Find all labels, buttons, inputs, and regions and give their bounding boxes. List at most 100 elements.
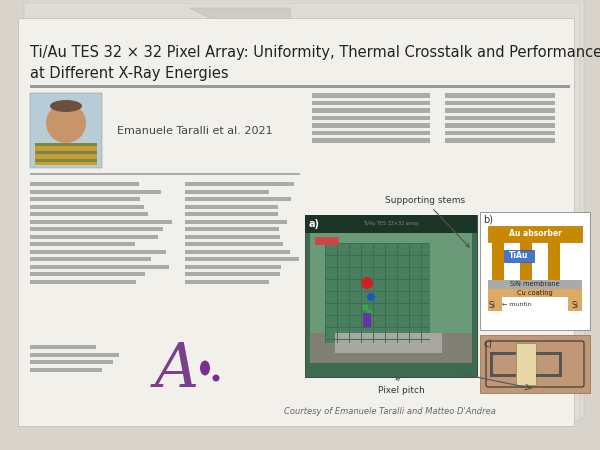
- Bar: [367, 310, 372, 315]
- Bar: [30, 220, 172, 224]
- Bar: [363, 305, 368, 310]
- Bar: [490, 352, 516, 355]
- Bar: [30, 93, 102, 168]
- Bar: [335, 333, 442, 353]
- Bar: [488, 289, 582, 297]
- Bar: [185, 272, 280, 276]
- Bar: [30, 352, 119, 356]
- Bar: [568, 297, 582, 311]
- Bar: [492, 242, 504, 280]
- Bar: [30, 173, 300, 175]
- Text: Emanuele Taralli et al. 2021: Emanuele Taralli et al. 2021: [117, 126, 272, 135]
- Bar: [30, 204, 144, 208]
- Bar: [315, 237, 339, 245]
- Circle shape: [46, 103, 86, 143]
- Text: Ti/Au TES 32 × 32 Pixel Array: Uniformity, Thermal Crosstalk and Performance
at : Ti/Au TES 32 × 32 Pixel Array: Uniformit…: [30, 45, 600, 81]
- Text: ← muntin: ← muntin: [502, 302, 532, 307]
- Text: Pixel pitch: Pixel pitch: [377, 376, 424, 395]
- Bar: [312, 100, 430, 105]
- Bar: [312, 138, 430, 143]
- Bar: [185, 242, 283, 246]
- Bar: [325, 243, 430, 343]
- Bar: [445, 116, 555, 120]
- Bar: [30, 257, 151, 261]
- Text: SiN membrane: SiN membrane: [510, 282, 560, 288]
- Bar: [35, 147, 97, 150]
- Bar: [490, 352, 493, 377]
- Bar: [30, 227, 163, 231]
- Bar: [185, 212, 278, 216]
- Polygon shape: [190, 8, 290, 55]
- Bar: [325, 327, 430, 328]
- Bar: [185, 249, 290, 253]
- Bar: [30, 197, 140, 201]
- Bar: [185, 189, 269, 194]
- Bar: [536, 352, 562, 355]
- Bar: [30, 265, 169, 269]
- Bar: [185, 182, 295, 186]
- Bar: [312, 130, 430, 135]
- Text: Ti/Au TES 32×32 array: Ti/Au TES 32×32 array: [363, 221, 419, 226]
- Bar: [30, 234, 158, 239]
- Bar: [488, 226, 582, 242]
- Bar: [185, 197, 291, 201]
- Bar: [305, 215, 477, 377]
- Bar: [185, 257, 299, 261]
- Bar: [185, 265, 281, 269]
- Bar: [30, 345, 96, 349]
- Bar: [490, 374, 516, 377]
- Bar: [185, 227, 279, 231]
- Bar: [312, 116, 430, 120]
- Bar: [312, 123, 430, 127]
- Text: A: A: [155, 340, 199, 400]
- Bar: [35, 155, 97, 158]
- Bar: [445, 130, 555, 135]
- Bar: [35, 159, 97, 162]
- Bar: [445, 108, 555, 112]
- Text: TiAu: TiAu: [509, 252, 529, 261]
- Text: a): a): [309, 219, 320, 229]
- Bar: [480, 212, 590, 330]
- Bar: [30, 249, 166, 253]
- Bar: [30, 360, 113, 364]
- Bar: [536, 374, 562, 377]
- Bar: [185, 220, 287, 224]
- Bar: [488, 280, 582, 289]
- Bar: [445, 93, 555, 98]
- Bar: [30, 85, 570, 87]
- Text: Si: Si: [488, 301, 496, 310]
- Bar: [35, 143, 97, 146]
- Bar: [325, 291, 430, 292]
- Bar: [35, 151, 97, 154]
- Bar: [185, 204, 278, 208]
- Bar: [312, 93, 430, 98]
- Bar: [516, 343, 536, 385]
- Bar: [548, 242, 560, 280]
- Text: Cu coating: Cu coating: [517, 290, 553, 296]
- Bar: [30, 279, 136, 284]
- Text: Si: Si: [571, 301, 578, 310]
- Circle shape: [361, 277, 373, 289]
- Bar: [480, 335, 590, 393]
- Bar: [30, 182, 139, 186]
- Bar: [325, 255, 430, 256]
- Bar: [559, 352, 562, 377]
- Bar: [35, 143, 97, 165]
- Bar: [312, 108, 430, 112]
- Bar: [363, 313, 371, 327]
- Bar: [445, 100, 555, 105]
- Bar: [488, 297, 502, 311]
- Bar: [445, 123, 555, 127]
- Text: Courtesy of Emanuele Taralli and Matteo D'Andrea: Courtesy of Emanuele Taralli and Matteo …: [284, 407, 496, 416]
- Bar: [185, 234, 280, 239]
- Bar: [185, 279, 269, 284]
- Bar: [30, 189, 161, 194]
- Bar: [30, 212, 148, 216]
- Bar: [445, 138, 555, 143]
- Bar: [30, 272, 145, 276]
- Circle shape: [367, 293, 375, 301]
- Bar: [30, 368, 103, 372]
- Bar: [30, 242, 135, 246]
- Ellipse shape: [200, 360, 210, 375]
- Text: Supporting stems: Supporting stems: [385, 196, 469, 247]
